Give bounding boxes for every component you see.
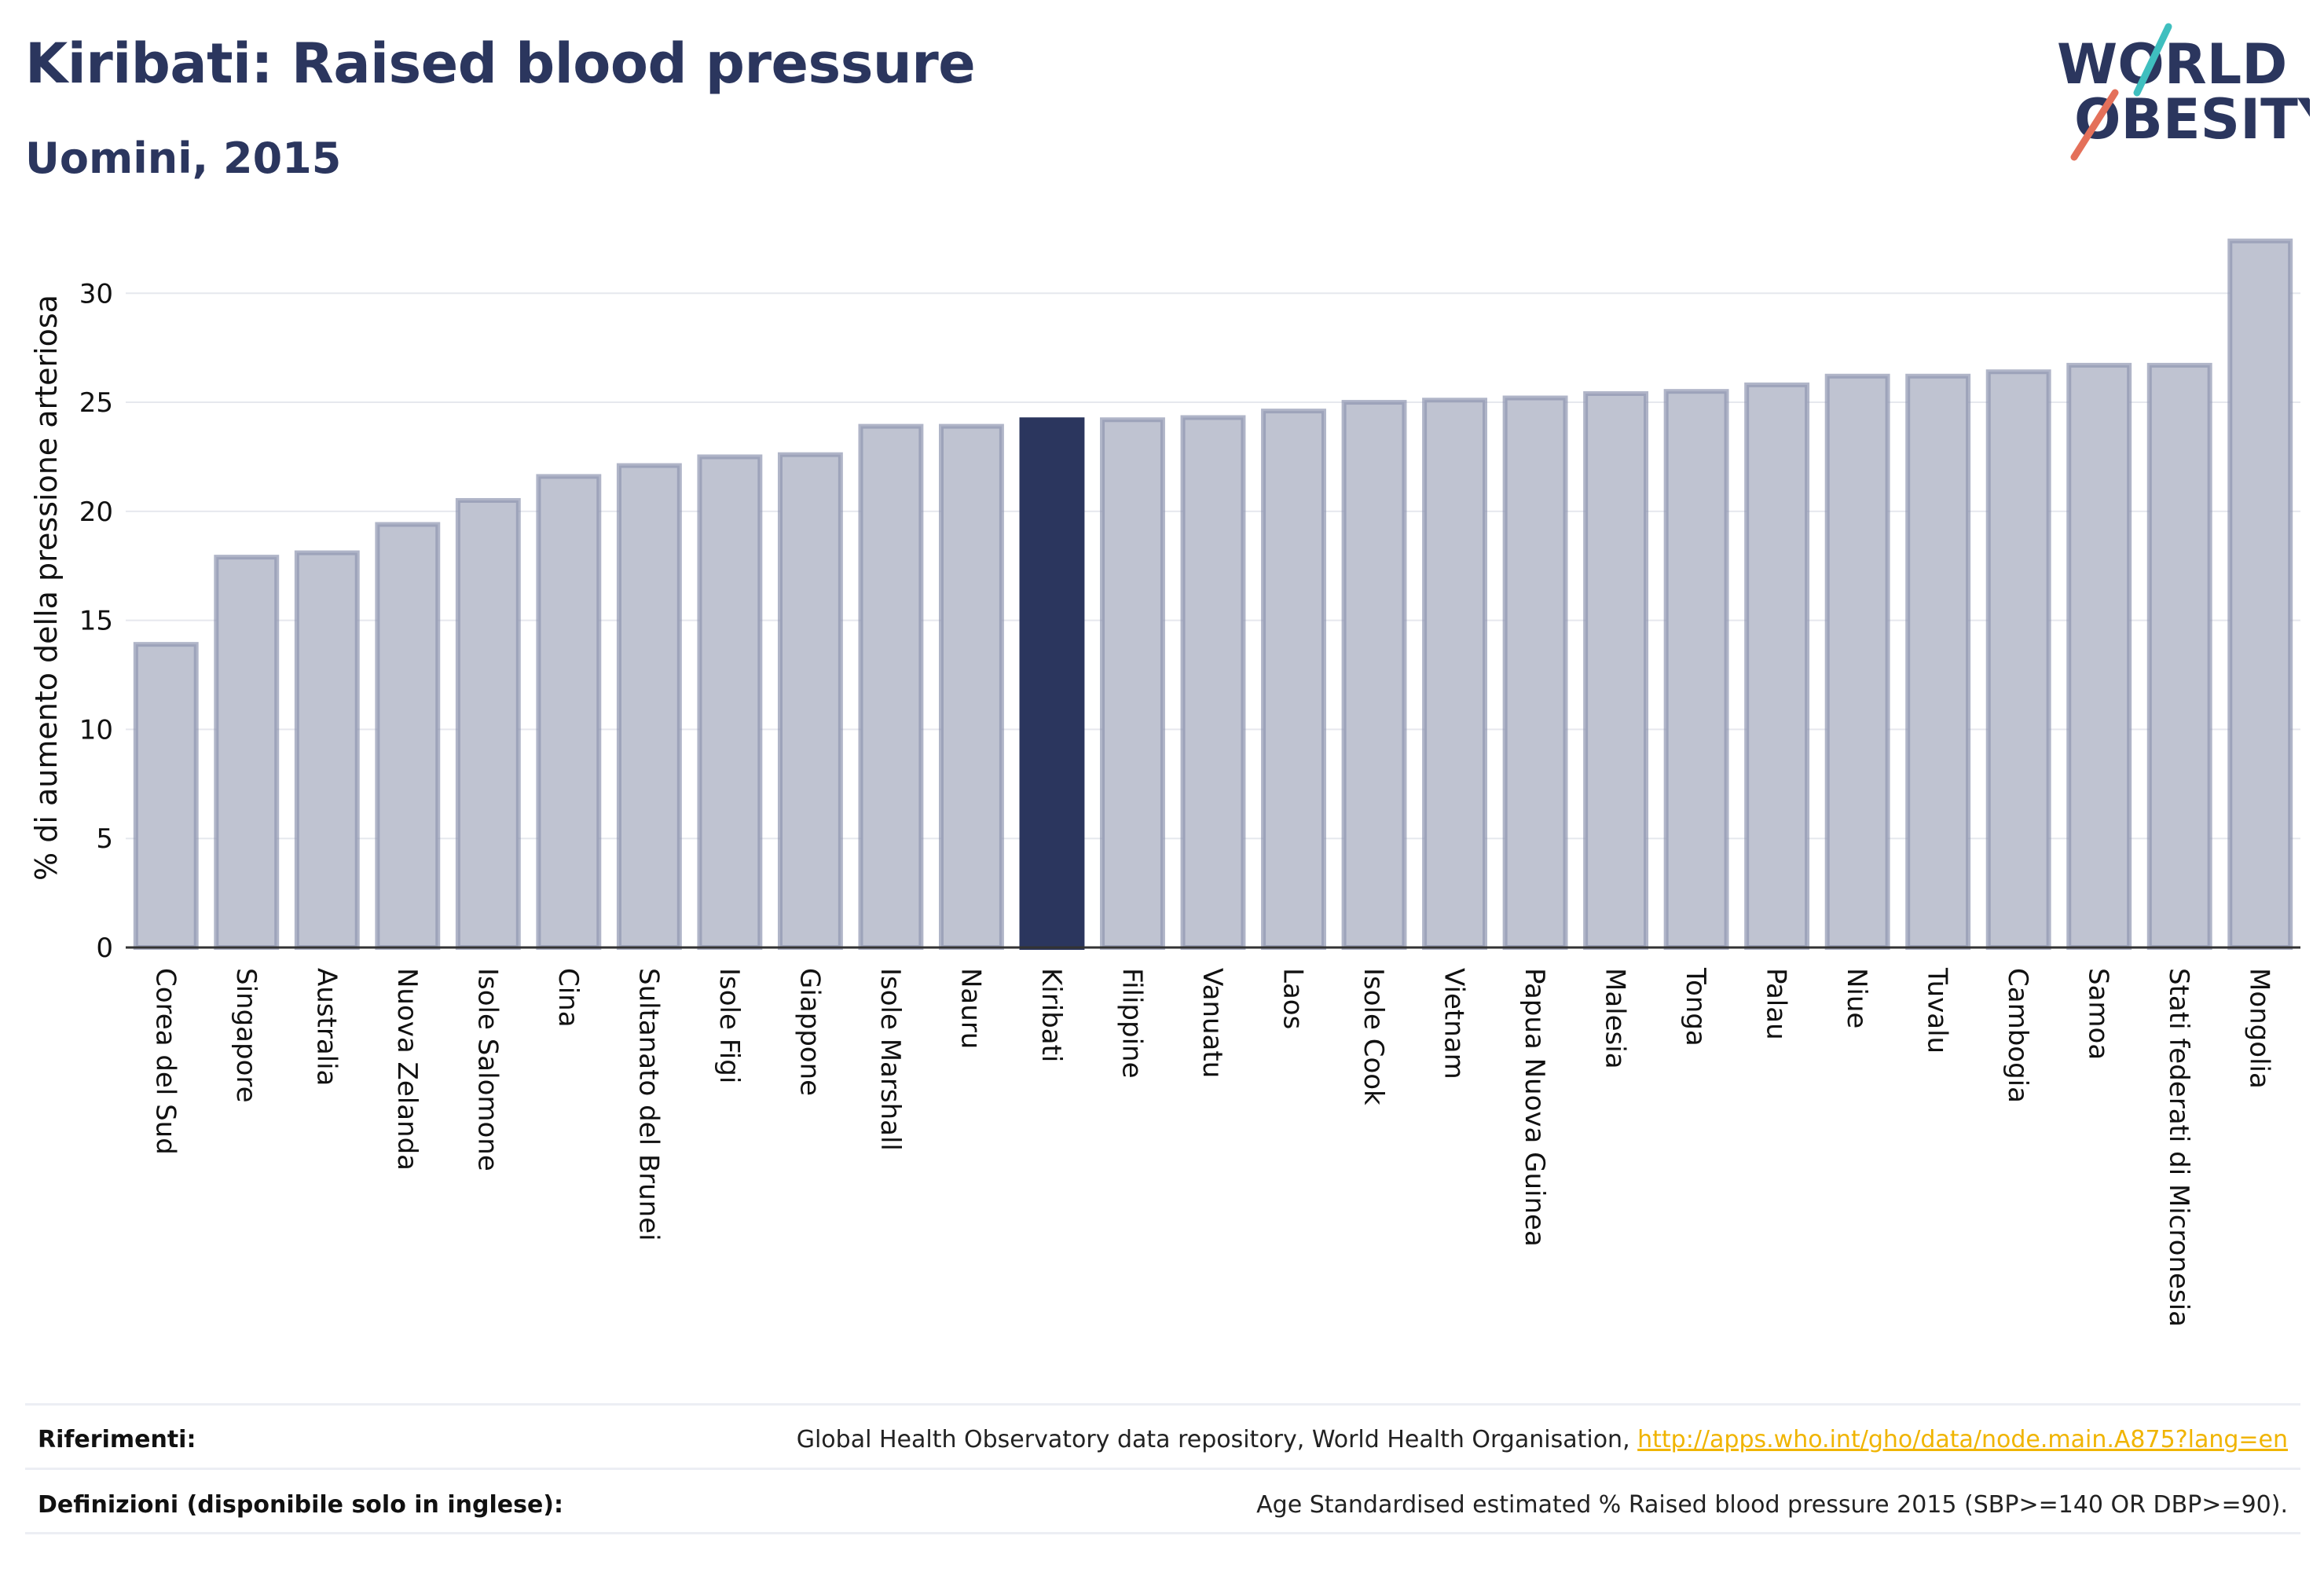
x-tick-label: Isole Cook bbox=[1358, 968, 1389, 1105]
chart-subtitle: Uomini, 2015 bbox=[25, 134, 342, 183]
bar bbox=[1261, 409, 1326, 950]
x-tick-label: Malesia bbox=[1600, 968, 1631, 1069]
y-tick-label: 30 bbox=[79, 278, 113, 310]
y-tick-label: 15 bbox=[79, 606, 113, 637]
world-obesity-logo: WORLD OBESITY bbox=[2057, 23, 2310, 161]
footer-divider-middle bbox=[25, 1468, 2300, 1470]
bar bbox=[133, 642, 199, 950]
bar bbox=[1422, 398, 1487, 950]
bar bbox=[939, 423, 1004, 950]
x-tick-label: Australia bbox=[310, 968, 342, 1086]
x-tick-label: Isole Figi bbox=[713, 968, 745, 1083]
x-tick-label: Nauru bbox=[955, 968, 986, 1049]
references-value: Global Health Observatory data repositor… bbox=[797, 1426, 2288, 1453]
bar bbox=[1663, 389, 1729, 950]
bar bbox=[1824, 373, 1890, 950]
x-tick-label: Nuova Zelanda bbox=[391, 968, 423, 1171]
x-tick-label: Laos bbox=[1277, 968, 1309, 1029]
chart-title: Kiribati: Raised blood pressure bbox=[25, 31, 976, 96]
bar bbox=[1744, 382, 1810, 950]
x-tick-label: Stati federati di Micronesia bbox=[2163, 968, 2194, 1327]
x-tick-label: Vietnam bbox=[1439, 968, 1470, 1079]
bar bbox=[1905, 373, 1971, 950]
x-tick-label: Mongolia bbox=[2244, 968, 2275, 1089]
bar bbox=[1019, 417, 1085, 950]
footer-divider-bottom bbox=[25, 1532, 2300, 1534]
x-tick-label: Niue bbox=[1841, 968, 1872, 1028]
x-tick-label: Vanuatu bbox=[1197, 968, 1228, 1078]
x-tick-label: Tuvalu bbox=[1922, 967, 1953, 1054]
bar bbox=[1100, 417, 1165, 950]
bar bbox=[1341, 400, 1407, 950]
logo-word-world: WORLD bbox=[2057, 32, 2287, 97]
bar bbox=[697, 454, 763, 950]
x-tick-label: Palau bbox=[1761, 968, 1792, 1040]
y-tick-label: 5 bbox=[96, 823, 113, 855]
footer-divider-top bbox=[25, 1403, 2300, 1406]
x-tick-label: Papua Nuova Guinea bbox=[1519, 968, 1550, 1247]
x-tick-label: Sultanato del Brunei bbox=[632, 968, 664, 1241]
bar bbox=[1583, 390, 1649, 950]
references-text: Global Health Observatory data repositor… bbox=[796, 1426, 1638, 1453]
bar bbox=[536, 474, 602, 950]
references-link[interactable]: http://apps.who.int/gho/data/node.main.A… bbox=[1637, 1426, 2288, 1453]
bar bbox=[294, 550, 360, 950]
x-tick-label: Singapore bbox=[230, 968, 262, 1103]
definitions-value: Age Standardised estimated % Raised bloo… bbox=[1256, 1491, 2288, 1519]
bar bbox=[1180, 415, 1246, 950]
y-tick-label: 0 bbox=[96, 933, 113, 964]
x-tick-label: Isole Salomone bbox=[471, 968, 503, 1171]
bar bbox=[455, 497, 521, 950]
logo-slash-teal bbox=[2133, 23, 2172, 97]
bar bbox=[214, 555, 280, 950]
x-tick-label: Tonga bbox=[1680, 967, 1711, 1046]
bar bbox=[375, 522, 441, 950]
x-tick-label: Giappone bbox=[794, 968, 825, 1096]
x-tick-label: Isole Marshall bbox=[874, 968, 906, 1151]
bar bbox=[858, 423, 924, 950]
bar bbox=[1985, 369, 2051, 950]
x-tick-label: Cambogia bbox=[2002, 968, 2033, 1103]
bar-chart: 0 5 10 15 20 25 30 % di aumento della pressione… bbox=[29, 238, 2300, 1327]
references-label: Riferimenti: bbox=[38, 1426, 196, 1453]
bar bbox=[1502, 395, 1568, 950]
x-tick-label: Samoa bbox=[2083, 968, 2114, 1060]
x-tick-label: Cina bbox=[552, 968, 584, 1028]
logo-slash-coral bbox=[2070, 89, 2119, 161]
bar bbox=[2066, 362, 2132, 950]
definitions-label: Definizioni (disponibile solo in inglese… bbox=[38, 1491, 563, 1519]
bar bbox=[777, 452, 843, 950]
x-tick-label: Corea del Sud bbox=[149, 968, 181, 1155]
y-tick-label: 25 bbox=[79, 387, 113, 419]
bar bbox=[616, 463, 682, 950]
x-tick-label: Kiribati bbox=[1036, 968, 1067, 1062]
x-tick-label: Filippine bbox=[1116, 968, 1147, 1079]
y-tick-label: 10 bbox=[79, 714, 113, 746]
bar bbox=[2227, 238, 2293, 950]
y-axis-title: % di aumento della pressione arteriosa bbox=[29, 295, 64, 881]
y-tick-label: 20 bbox=[79, 497, 113, 528]
bar bbox=[2146, 362, 2212, 950]
